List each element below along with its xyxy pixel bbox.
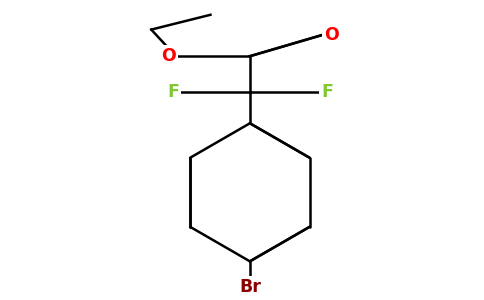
Text: Br: Br [239, 278, 261, 296]
Text: F: F [321, 83, 333, 101]
Text: F: F [167, 83, 179, 101]
Text: O: O [161, 47, 176, 65]
Text: O: O [324, 26, 339, 44]
